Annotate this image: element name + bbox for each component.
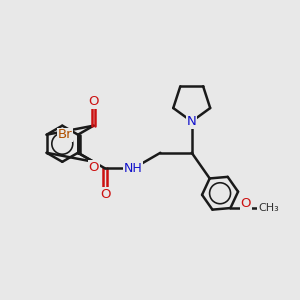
Text: CH₃: CH₃ — [258, 203, 279, 213]
Text: O: O — [241, 197, 251, 210]
Text: Br: Br — [58, 128, 72, 141]
Text: O: O — [88, 95, 99, 108]
Text: O: O — [100, 188, 110, 201]
Text: N: N — [187, 115, 196, 128]
Text: NH: NH — [124, 162, 142, 175]
Text: O: O — [88, 161, 99, 174]
